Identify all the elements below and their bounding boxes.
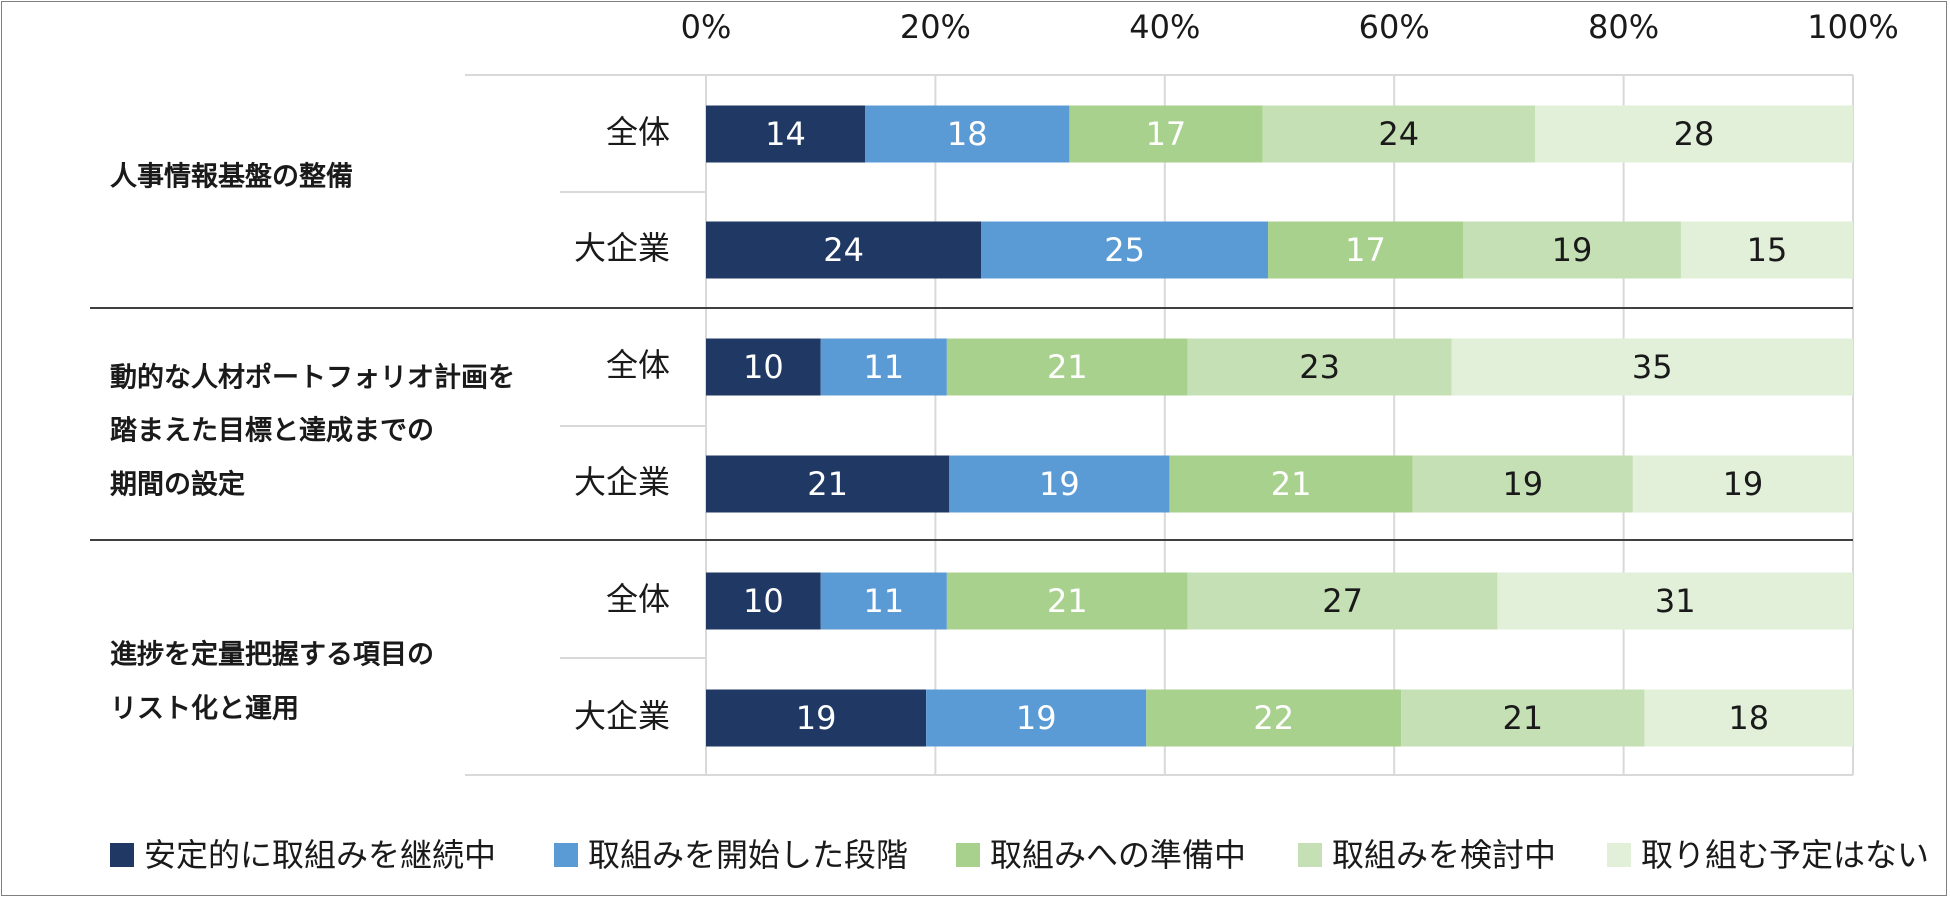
bar-segment [706, 221, 982, 279]
legend-label: 安定的に取組みを継続中 [144, 836, 496, 874]
bar-segment [1268, 221, 1464, 279]
bar-segment [1262, 105, 1536, 163]
bar-value-label: 25 [1104, 231, 1145, 269]
bar-segment [1187, 338, 1452, 396]
bar-value-label: 17 [1146, 115, 1187, 153]
bar-value-label: 35 [1632, 348, 1673, 386]
group-label: 踏まえた目標と達成までの [110, 416, 434, 447]
bar-segment [1680, 221, 1853, 279]
bar-value-label: 19 [1723, 465, 1764, 503]
bar-value-label: 19 [1552, 231, 1593, 269]
legend-swatch [1298, 843, 1322, 867]
bar-segment [1463, 221, 1681, 279]
bar-segment [1187, 572, 1498, 630]
bar-value-label: 18 [947, 115, 988, 153]
row-label: 全体 [606, 346, 670, 384]
bar-value-label: 15 [1747, 231, 1788, 269]
bar-value-label: 10 [743, 348, 784, 386]
bar-segment [981, 221, 1269, 279]
bar-value-label: 22 [1253, 699, 1294, 737]
bar-segment [949, 455, 1170, 513]
legend-label: 取り組む予定はない [1641, 836, 1929, 874]
group-label: 人事情報基盤の整備 [110, 161, 353, 193]
bar-segment [1632, 455, 1853, 513]
bar-segment [946, 338, 1188, 396]
bar-value-label: 24 [1378, 115, 1419, 153]
bar-value-label: 21 [1271, 465, 1312, 503]
x-tick-label: 100% [1807, 8, 1898, 46]
bar-segment [706, 105, 865, 163]
bar-segment [1146, 689, 1402, 747]
bar-segment [864, 105, 1070, 163]
bar-value-label: 14 [765, 115, 806, 153]
bar-segment [820, 572, 947, 630]
bar-value-label: 17 [1345, 231, 1386, 269]
x-tick-label: 60% [1359, 8, 1430, 46]
x-tick-label: 40% [1129, 8, 1200, 46]
bar-segment [1169, 455, 1413, 513]
bar-value-label: 11 [863, 348, 904, 386]
legend-swatch [110, 843, 134, 867]
bar-value-label: 10 [743, 582, 784, 620]
bar-value-label: 19 [1016, 699, 1057, 737]
bar-value-label: 19 [1039, 465, 1080, 503]
bar-value-label: 21 [1047, 582, 1088, 620]
bar-segment [1451, 338, 1853, 396]
bar-value-label: 24 [823, 231, 864, 269]
group-label: リスト化と運用 [110, 694, 299, 725]
legend-label: 取組みを開始した段階 [588, 836, 908, 874]
group-label: 期間の設定 [110, 469, 245, 501]
bar-value-label: 21 [1502, 699, 1543, 737]
group-label: 動的な人材ポートフォリオ計画を [110, 362, 515, 394]
bar-segment [1069, 105, 1263, 163]
row-label: 全体 [606, 580, 670, 618]
bar-value-label: 31 [1655, 582, 1696, 620]
bar-segment [1401, 689, 1645, 747]
bar-segment [1535, 105, 1853, 163]
legend-swatch [554, 843, 578, 867]
legend-swatch [956, 843, 980, 867]
bar-segment [1644, 689, 1853, 747]
bar-value-label: 21 [807, 465, 848, 503]
bar-value-label: 27 [1322, 582, 1363, 620]
bar-value-label: 19 [1502, 465, 1543, 503]
bar-value-label: 23 [1299, 348, 1340, 386]
legend-swatch [1607, 843, 1631, 867]
bar-value-label: 11 [863, 582, 904, 620]
bar-value-label: 19 [796, 699, 837, 737]
row-label: 大企業 [574, 697, 670, 735]
bar-segment [1412, 455, 1633, 513]
group-label: 進捗を定量把握する項目の [110, 639, 434, 671]
row-label: 全体 [606, 113, 670, 151]
bar-segment [706, 572, 821, 630]
bar-value-label: 28 [1674, 115, 1715, 153]
legend-label: 取組みへの準備中 [990, 836, 1246, 874]
row-label: 大企業 [574, 463, 670, 501]
bar-segment [1497, 572, 1853, 630]
bar-value-label: 21 [1047, 348, 1088, 386]
bar-segment [946, 572, 1188, 630]
bar-segment [706, 455, 950, 513]
x-tick-label: 80% [1588, 8, 1659, 46]
bar-segment [706, 689, 927, 747]
x-tick-label: 0% [681, 8, 732, 46]
bar-segment [820, 338, 947, 396]
bar-value-label: 18 [1728, 699, 1769, 737]
legend-label: 取組みを検討中 [1332, 836, 1556, 874]
x-tick-label: 20% [900, 8, 971, 46]
bar-segment [706, 338, 821, 396]
row-label: 大企業 [574, 229, 670, 267]
bar-segment [926, 689, 1147, 747]
